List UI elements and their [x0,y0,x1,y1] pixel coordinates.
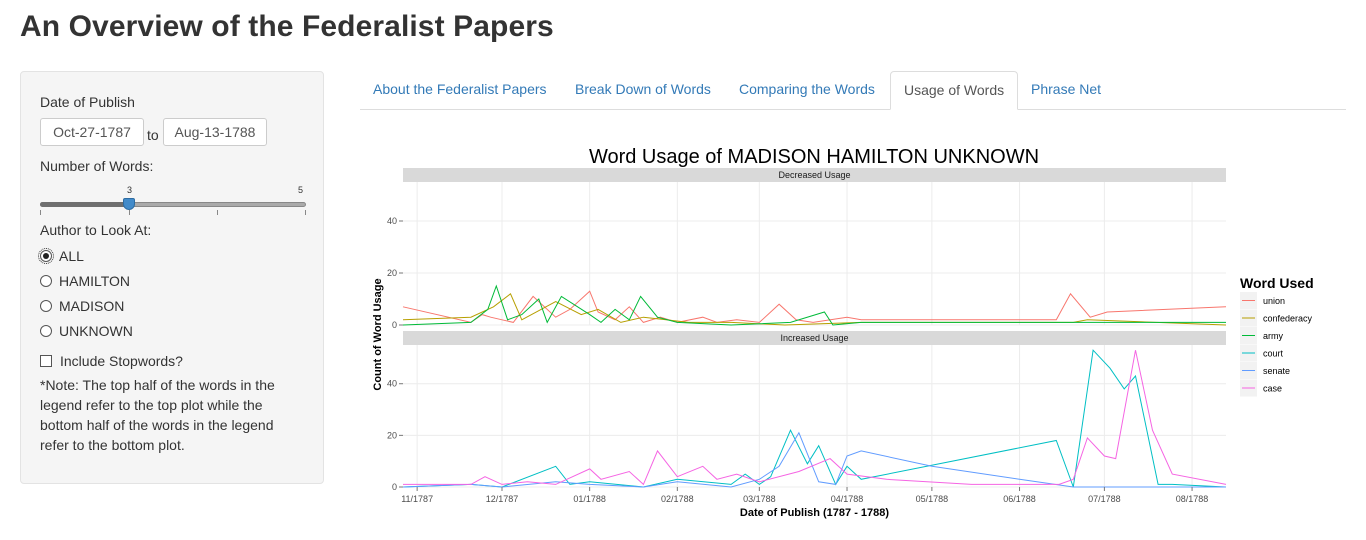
x-tick-label: 08/1788 [1176,494,1209,504]
y-tick-label: 20 [387,268,397,278]
x-tick-label: 06/1788 [1003,494,1036,504]
x-tick-label: 02/1788 [661,494,694,504]
author-option-label: ALL [59,248,84,264]
radio-icon[interactable] [40,300,52,312]
sidebar-panel: Date of Publish Oct-27-1787 to Aug-13-17… [20,71,324,484]
legend-note: *Note: The top half of the words in the … [40,377,275,453]
x-tick-label: 07/1788 [1088,494,1121,504]
tab-comparing[interactable]: Comparing the Words [739,81,875,97]
x-tick-label: 12/1787 [486,494,519,504]
word-usage-chart: Word Usage of MADISON HAMILTON UNKNOWN De… [372,146,1314,519]
author-option-label: MADISON [59,298,125,314]
legend-label-senate: senate [1263,366,1290,376]
tab-about[interactable]: About the Federalist Papers [373,81,547,97]
series-line-case [403,350,1227,486]
author-option-label: UNKNOWN [59,323,133,339]
x-axis-label: Date of Publish (1787 - 1788) [740,507,889,519]
tab-usage[interactable]: Usage of Words [890,71,1019,110]
legend-title: Word Used [1240,275,1314,291]
date-separator: to [147,127,159,143]
legend-label-confederacy: confederacy [1263,314,1313,324]
legend-label-army: army [1263,331,1283,341]
slider-tick [305,210,306,215]
slider-value-label: 3 [127,185,133,195]
facet-strip [403,168,1226,182]
series-line-court [402,349,1227,488]
author-option-label: HAMILTON [59,273,131,289]
y-tick-label: 40 [387,216,397,226]
radio-icon[interactable] [40,325,52,337]
x-tick-label: 01/1788 [573,494,606,504]
slider-tick [40,210,41,215]
end-date-input[interactable]: Aug-13-1788 [163,118,267,146]
words-label: Number of Words: [40,158,154,174]
x-tick-label: 03/1788 [743,494,776,504]
series-line-senate [402,431,1226,488]
words-slider-handle[interactable] [123,198,135,210]
y-tick-label: 20 [387,430,397,440]
slider-tick [217,210,218,215]
y-tick-label: 40 [387,379,397,389]
slider-tick [129,210,130,215]
author-label: Author to Look At: [40,222,152,238]
facet-strip-label: Decreased Usage [778,170,850,180]
stopwords-checkbox[interactable]: Include Stopwords? [40,353,183,369]
author-option-all[interactable]: ALL [38,248,84,264]
series-line-confederacy [402,293,1227,326]
x-tick-label: 04/1788 [831,494,864,504]
y-tick-label: 0 [392,320,397,330]
slider-max-label: 5 [298,185,304,195]
words-slider-fill [40,202,129,207]
facet-strip-label: Increased Usage [780,333,848,343]
series-line-army [402,284,1226,326]
author-option-madison[interactable]: MADISON [40,298,124,314]
page-title: An Overview of the Federalist Papers [20,10,554,43]
facet-strip [403,331,1226,345]
y-tick-label: 0 [392,482,397,492]
legend-label-union: union [1263,296,1285,306]
x-tick-label: 11/1787 [401,494,433,504]
tab-break-down[interactable]: Break Down of Words [575,81,711,97]
author-option-hamilton[interactable]: HAMILTON [40,273,130,289]
date-label: Date of Publish [40,94,135,110]
radio-icon[interactable] [38,248,54,264]
chart-title: Word Usage of MADISON HAMILTON UNKNOWN [589,146,1039,168]
tab-phrase-net[interactable]: Phrase Net [1031,81,1102,97]
start-date-input[interactable]: Oct-27-1787 [40,118,144,146]
author-option-unknown[interactable]: UNKNOWN [40,323,133,339]
legend-label-case: case [1263,384,1282,394]
checkbox-icon[interactable] [40,355,52,367]
radio-icon[interactable] [40,275,52,287]
tab-bar: About the Federalist Papers Break Down o… [360,71,1346,110]
y-axis-label: Count of Word Usage [372,278,384,390]
stopwords-label: Include Stopwords? [60,353,183,369]
x-tick-label: 05/1788 [916,494,949,504]
legend-label-court: court [1263,349,1284,359]
